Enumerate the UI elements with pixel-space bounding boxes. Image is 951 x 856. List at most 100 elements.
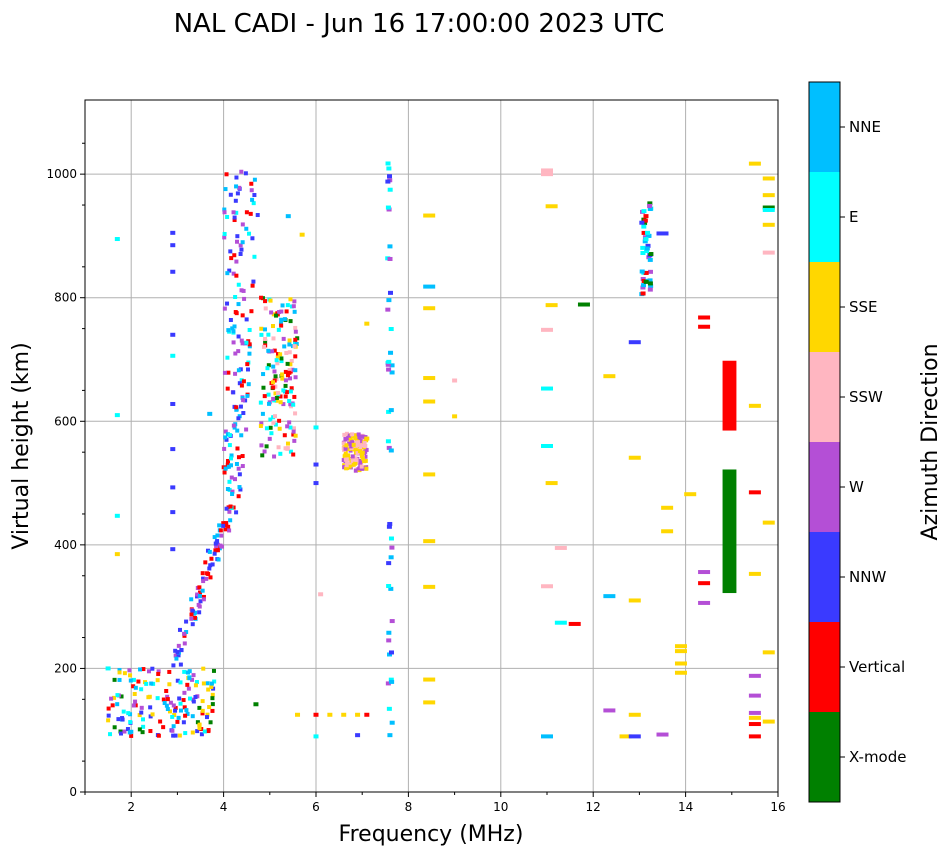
echo-point xyxy=(342,432,347,437)
echo-point xyxy=(225,271,230,276)
echo-point xyxy=(178,680,183,685)
echo-point xyxy=(246,382,251,387)
echo-block xyxy=(722,360,737,431)
echo-point xyxy=(359,466,364,471)
echo-point xyxy=(117,668,122,673)
echo-point xyxy=(313,481,319,486)
echo-point xyxy=(288,449,293,454)
echo-point xyxy=(344,463,349,468)
echo-point xyxy=(206,687,211,692)
echo-point xyxy=(224,172,229,177)
echo-point xyxy=(249,181,254,186)
echo-point xyxy=(278,352,283,357)
echo-point xyxy=(748,571,761,576)
echo-point xyxy=(231,329,236,334)
echo-point xyxy=(360,456,365,461)
echo-point xyxy=(287,350,292,355)
echo-point xyxy=(119,731,124,736)
echo-point xyxy=(244,427,249,432)
echo-point xyxy=(285,361,290,366)
echo-point xyxy=(364,436,370,441)
echo-point xyxy=(233,294,238,299)
echo-point xyxy=(193,694,198,699)
echo-point xyxy=(240,341,245,346)
echo-point xyxy=(205,712,210,717)
colorbar-tick-label: NNW xyxy=(849,568,886,586)
echo-point xyxy=(114,413,120,418)
echo-point xyxy=(240,454,245,459)
echo-point xyxy=(628,734,641,739)
echo-point xyxy=(277,418,282,423)
echo-point xyxy=(171,703,176,708)
echo-point xyxy=(285,424,290,429)
echo-point xyxy=(231,271,236,276)
echo-point xyxy=(168,700,173,705)
echo-point xyxy=(284,390,289,395)
echo-point xyxy=(246,367,251,372)
echo-point xyxy=(170,714,175,719)
echo-point xyxy=(272,348,277,353)
echo-point xyxy=(292,309,297,314)
echo-point xyxy=(270,324,275,329)
echo-point xyxy=(385,681,391,686)
echo-point xyxy=(235,239,240,244)
echo-point xyxy=(351,462,356,467)
echo-point xyxy=(698,600,711,605)
echo-point xyxy=(165,706,170,711)
echo-point xyxy=(172,713,177,718)
echo-point xyxy=(355,733,361,738)
echo-point xyxy=(271,396,276,401)
echo-point xyxy=(221,523,226,528)
echo-point xyxy=(128,673,133,678)
echo-point xyxy=(148,729,153,734)
echo-point xyxy=(208,575,213,580)
echo-point xyxy=(541,386,553,391)
echo-point xyxy=(386,630,392,635)
echo-point xyxy=(762,250,775,255)
echo-point xyxy=(423,213,436,218)
echo-point xyxy=(227,528,232,533)
colorbar-segment xyxy=(809,82,840,172)
echo-point xyxy=(281,336,286,341)
echo-point xyxy=(197,726,202,731)
echo-point xyxy=(216,557,221,562)
echo-point xyxy=(250,283,255,288)
x-tick-label: 10 xyxy=(493,800,508,814)
colorbar-segment xyxy=(809,712,840,802)
echo-point xyxy=(674,661,687,666)
echo-point xyxy=(281,402,286,407)
echo-point xyxy=(577,302,590,307)
echo-point xyxy=(362,459,367,464)
echo-point xyxy=(263,299,268,304)
echo-point xyxy=(230,489,235,494)
echo-point xyxy=(242,296,247,301)
echo-point xyxy=(348,444,353,449)
echo-point xyxy=(234,510,239,515)
colorbar-segment xyxy=(809,172,840,262)
echo-point xyxy=(762,193,775,198)
echo-point xyxy=(178,662,183,667)
colorbar-segment xyxy=(809,262,840,352)
echo-point xyxy=(643,270,649,275)
echo-point xyxy=(127,668,132,673)
echo-point xyxy=(171,724,176,729)
echo-point xyxy=(201,597,206,602)
echo-point xyxy=(293,354,298,359)
echo-point xyxy=(247,327,252,332)
echo-point xyxy=(276,445,281,450)
echo-point xyxy=(344,443,349,448)
echo-point xyxy=(364,466,369,471)
echo-point xyxy=(156,733,161,738)
echo-point xyxy=(271,420,276,425)
echo-point xyxy=(278,321,283,326)
echo-point xyxy=(283,369,288,374)
y-tick-label: 0 xyxy=(69,785,77,799)
echo-point xyxy=(197,585,202,590)
echo-point xyxy=(385,161,391,166)
echo-point xyxy=(183,731,188,736)
echo-point xyxy=(273,391,278,396)
colorbar-tick-label: SSW xyxy=(849,388,883,406)
echo-point xyxy=(545,303,558,308)
echo-point xyxy=(647,201,653,206)
echo-point xyxy=(265,366,270,371)
